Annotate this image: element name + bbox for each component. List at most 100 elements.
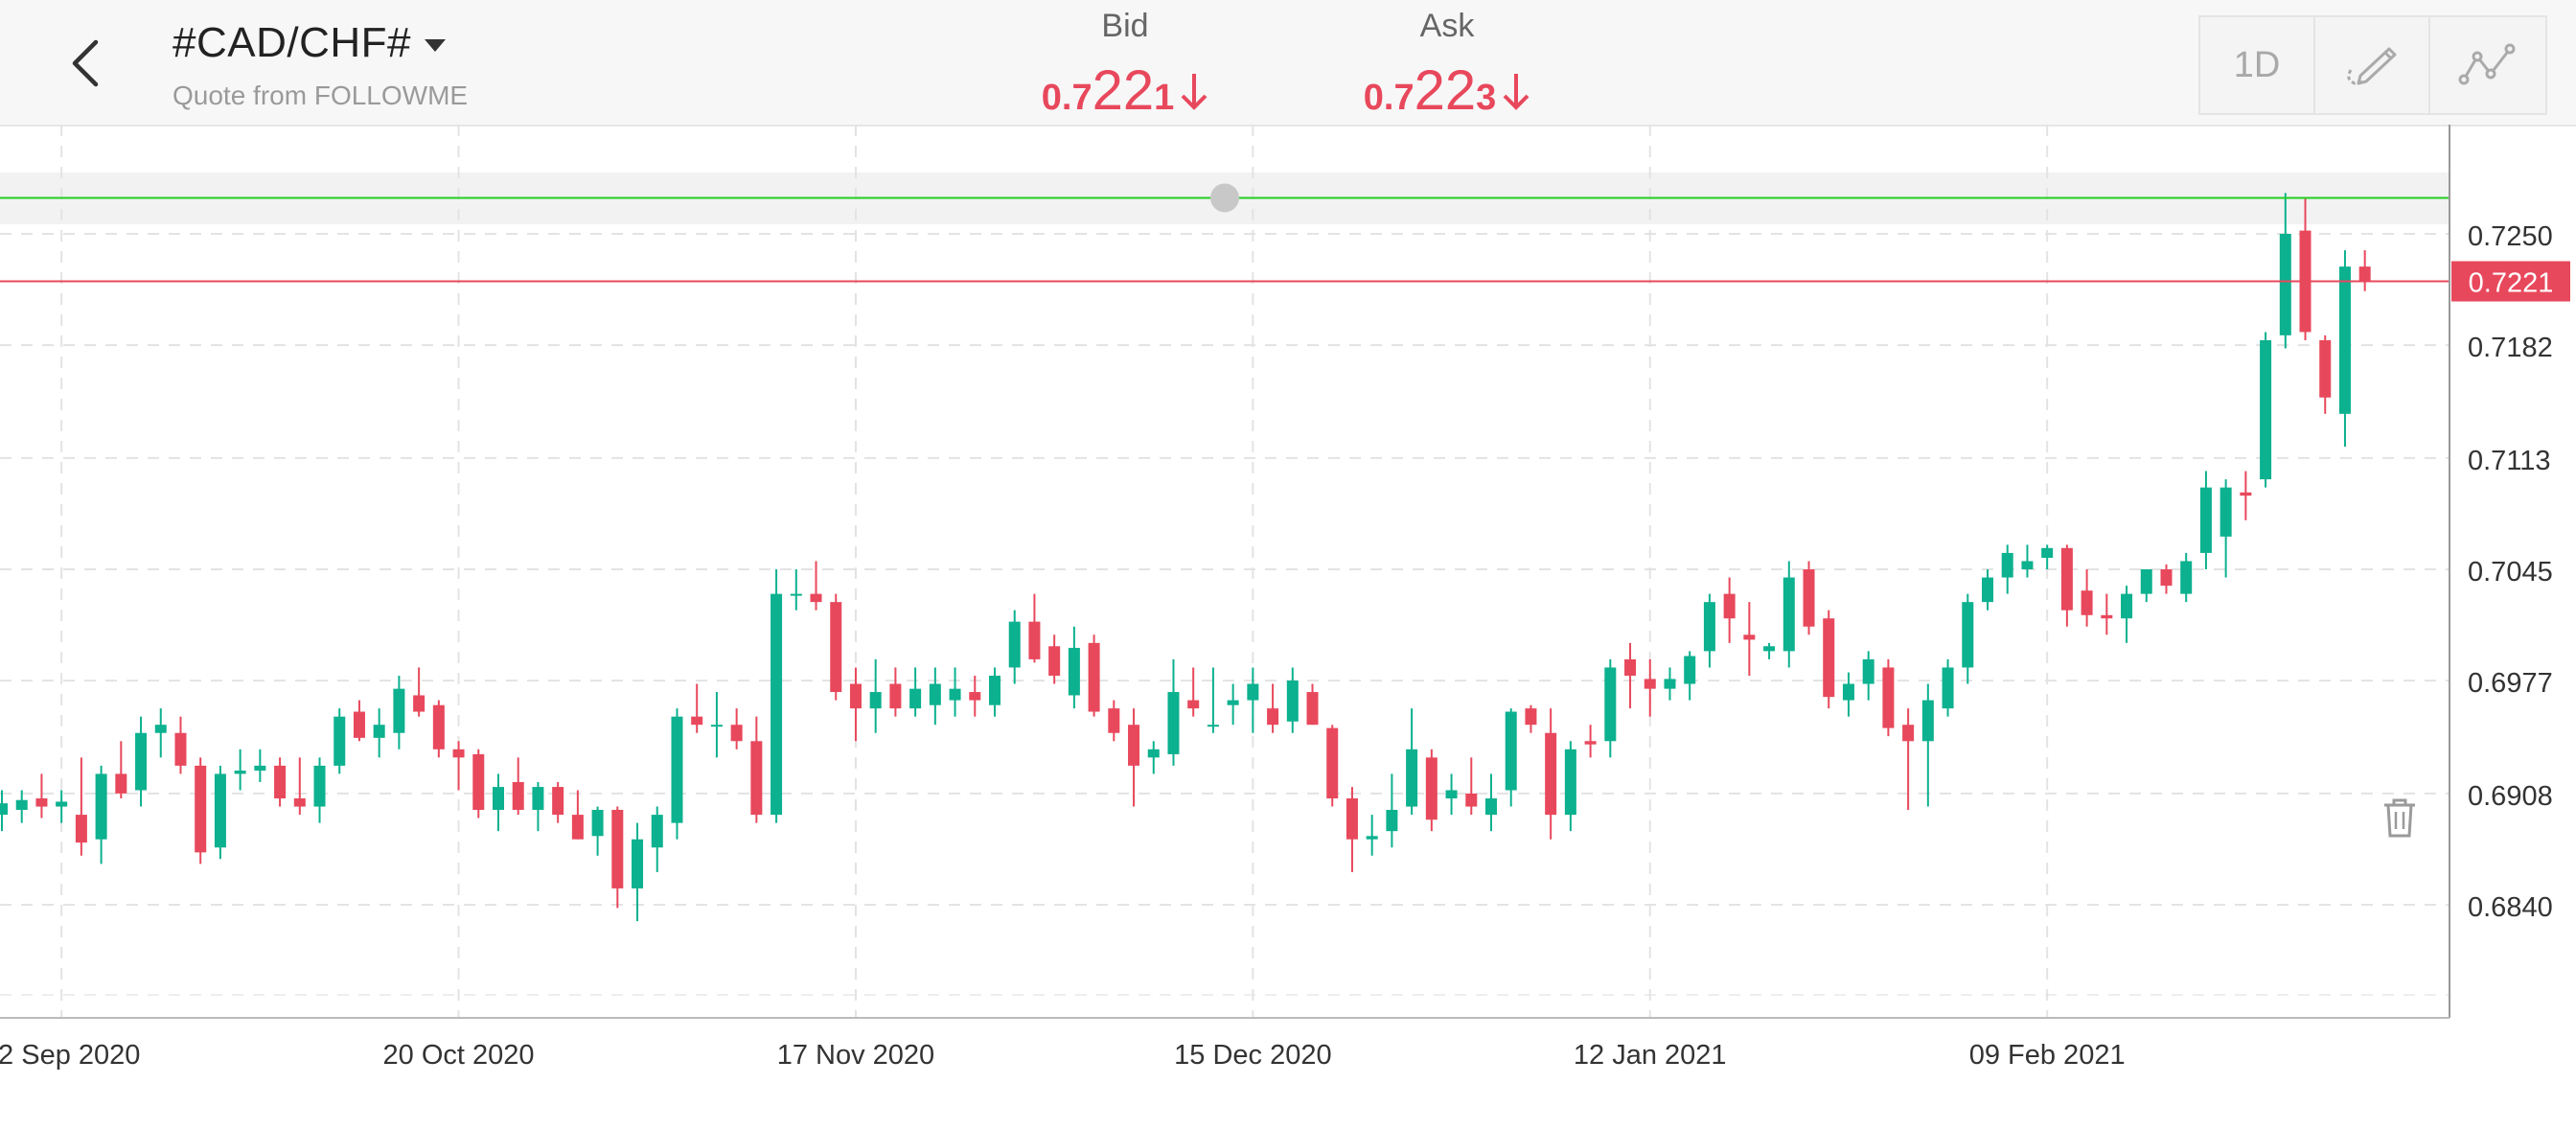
candle-body [1584, 741, 1597, 745]
symbol-name: #CAD/CHF# [172, 19, 411, 66]
candle-body [1128, 725, 1140, 766]
timeframe-label: 1D [2233, 44, 2281, 85]
candle-body [353, 711, 365, 738]
candle [452, 741, 465, 791]
symbol-selector[interactable]: #CAD/CHF# [172, 19, 446, 67]
bid-price-block: Bid 0.7221 [1029, 8, 1221, 123]
candle [1406, 708, 1418, 816]
candle-body [810, 593, 822, 603]
caret-down-icon [425, 38, 446, 52]
candle [1505, 708, 1517, 807]
candle [2001, 544, 2013, 594]
candle-body [1842, 683, 1854, 701]
ask-label: Ask [1419, 8, 1475, 44]
candle [1108, 700, 1120, 742]
candle [1823, 610, 1835, 709]
x-tick-label: 15 Dec 2020 [1174, 1040, 1331, 1071]
candle [1644, 658, 1656, 717]
candle-body [472, 753, 485, 810]
candle [1068, 626, 1080, 709]
candle-body [730, 725, 743, 742]
candle [512, 757, 524, 816]
candle-body [432, 704, 445, 749]
candle-body [989, 675, 1000, 705]
candle-body [2101, 614, 2113, 619]
candle-body [1445, 790, 1458, 799]
candle-body [2081, 590, 2093, 615]
candle-body [2338, 266, 2351, 414]
candle [1842, 672, 1854, 717]
current-price-label: 0.7221 [2469, 268, 2554, 299]
candle [1227, 683, 1239, 726]
candle [2160, 564, 2173, 594]
candle-body [1247, 683, 1259, 701]
candle [115, 741, 127, 799]
candle-body [2001, 552, 2013, 578]
candle [2060, 544, 2073, 627]
y-tick-label: 0.6977 [2468, 668, 2553, 699]
candle-body [1346, 798, 1358, 840]
candle [2358, 250, 2371, 291]
candle-body [929, 683, 941, 705]
trash-icon [2384, 798, 2415, 838]
candle-body [1485, 798, 1497, 816]
candle-body [2358, 266, 2371, 282]
candle-body [214, 773, 226, 848]
candle [532, 781, 544, 832]
candle [1485, 773, 1497, 832]
candle [1703, 593, 1715, 668]
candle-body [2021, 561, 2034, 569]
candle-body [493, 787, 504, 810]
candle-body [0, 803, 8, 816]
candle [730, 708, 743, 749]
candle-body [2121, 593, 2133, 619]
candle [2041, 544, 2054, 569]
candle-body [1902, 725, 1915, 742]
back-button[interactable] [59, 35, 113, 92]
candle-body [1406, 749, 1418, 807]
candle [1584, 725, 1597, 758]
candle-body [949, 688, 961, 701]
candle [174, 716, 187, 774]
candle [56, 790, 68, 823]
candle [2101, 593, 2113, 635]
timeframe-button[interactable]: 1D [2200, 17, 2313, 113]
draw-tool-button[interactable] [2313, 17, 2428, 113]
candle [1088, 634, 1100, 717]
candle [2021, 544, 2034, 578]
candle-body [869, 692, 882, 709]
line-chart-icon [2458, 43, 2516, 85]
candle-body [1306, 692, 1319, 726]
candle-body [512, 781, 524, 810]
candle-body [1644, 679, 1656, 689]
candle [2199, 471, 2212, 569]
candle-body [830, 602, 842, 693]
candle [830, 593, 842, 701]
candle [2240, 471, 2252, 520]
candlestick-chart[interactable]: 0.7221 0.7250 0.7182 0.7113 0.7045 0.6977 0.6… [0, 125, 2576, 1130]
indicators-button[interactable] [2428, 17, 2543, 113]
alert-line-handle[interactable] [1210, 183, 1239, 213]
candle [1008, 610, 1021, 684]
ask-price-block: Ask 0.7223 [1351, 8, 1543, 123]
candle-body [2319, 339, 2332, 398]
x-tick-label: 20 Oct 2020 [383, 1040, 535, 1071]
candle [710, 692, 723, 758]
candle [2338, 250, 2351, 447]
candle [1982, 569, 1993, 611]
candle-body [35, 798, 48, 807]
ask-price-tail: 3 [1476, 78, 1497, 118]
candle [929, 667, 941, 726]
candle [1187, 667, 1200, 717]
candle-body [770, 593, 783, 816]
candle-body [293, 798, 306, 807]
delete-line-button[interactable] [2380, 797, 2419, 840]
candle [571, 790, 584, 840]
candle-body [1207, 725, 1219, 727]
candle-body [15, 799, 28, 810]
candle [2220, 479, 2232, 578]
candle [95, 765, 107, 865]
candle-body [1942, 667, 1954, 709]
candle-body [889, 683, 902, 709]
candle-body [849, 683, 862, 709]
